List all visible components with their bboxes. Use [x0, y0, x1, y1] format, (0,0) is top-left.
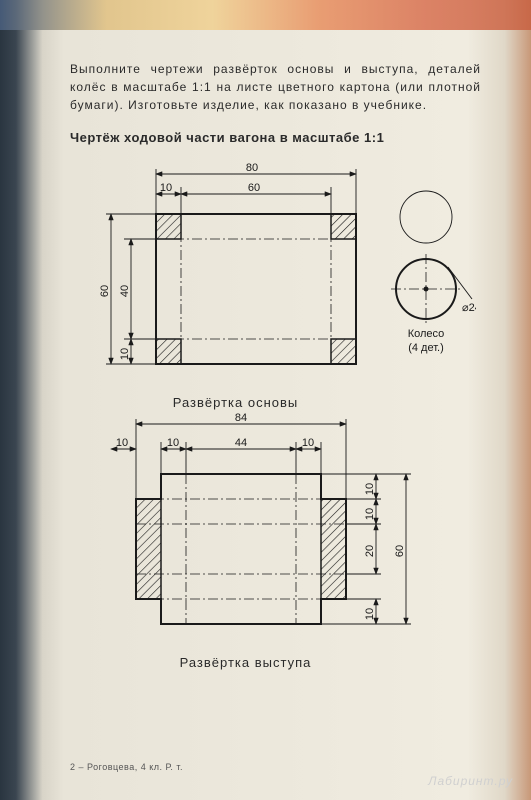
- dim-40: 40: [119, 285, 131, 297]
- page-top-border: [0, 0, 531, 30]
- wheel-qty: (4 дет.): [408, 342, 444, 354]
- dim-flap10a: 10: [166, 437, 178, 449]
- dim-h10a: 10: [364, 483, 376, 495]
- dim-84: 84: [234, 412, 246, 424]
- dim-h10c: 10: [364, 608, 376, 620]
- dim-h60: 60: [394, 545, 406, 557]
- drawing-base-unfolding: 80 60 10 60 40 10: [76, 159, 476, 389]
- dim-60t: 60: [247, 182, 259, 194]
- dim-60l: 60: [99, 285, 111, 297]
- wheel-label: Колесо: [407, 328, 444, 340]
- page-content: Выполните чертежи развёрток основы и выс…: [0, 30, 531, 659]
- dim-10t: 10: [159, 182, 171, 194]
- dim-h20: 20: [364, 545, 376, 557]
- dim-h10b: 10: [364, 508, 376, 520]
- dim-44: 44: [234, 437, 246, 449]
- dim-gap10: 10: [115, 437, 127, 449]
- drawing-projection-unfolding: 84 10 10 44 10 60 10 10: [76, 409, 476, 649]
- watermark: Лабиринт.ру: [428, 774, 513, 788]
- dim-10l: 10: [119, 348, 131, 360]
- dim-dia24: ⌀24: [462, 302, 476, 314]
- dim-flap10b: 10: [301, 437, 313, 449]
- caption-2: Развёртка выступа: [16, 655, 476, 670]
- footer-text: 2 – Роговцева, 4 кл. Р. т.: [70, 762, 183, 772]
- dim-80: 80: [245, 162, 257, 174]
- section-title: Чертёж ходовой части вагона в масштабе 1…: [70, 130, 481, 145]
- intro-paragraph: Выполните чертежи развёрток основы и выс…: [70, 60, 481, 114]
- caption-1: Развёртка основы: [0, 395, 476, 410]
